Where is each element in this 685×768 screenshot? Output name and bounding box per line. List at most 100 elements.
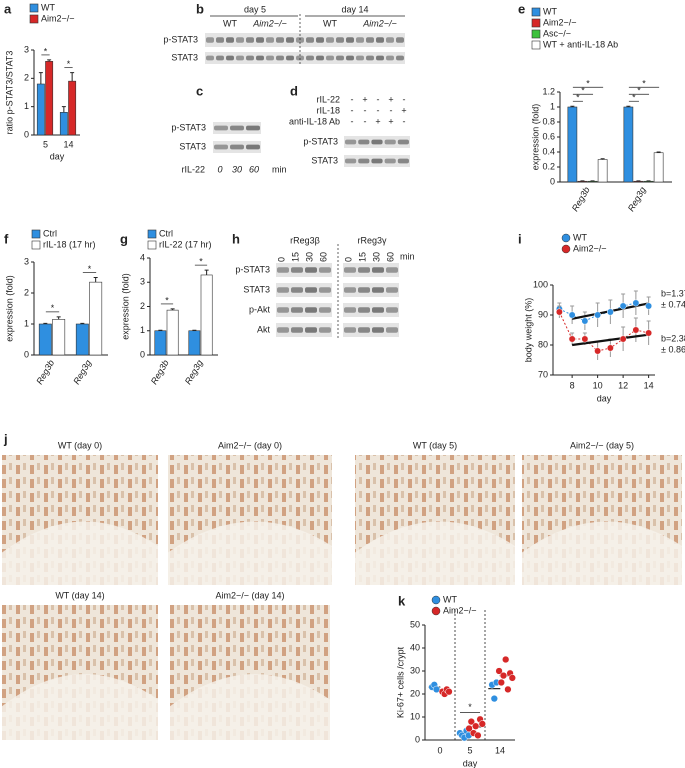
x-tick-label: 5 xyxy=(43,139,48,149)
blot-band xyxy=(344,327,356,333)
blot-band xyxy=(372,307,384,313)
data-point xyxy=(632,326,640,334)
blot-lane: 15 xyxy=(357,252,367,262)
blot-band xyxy=(326,37,334,43)
image-caption: Aim2−/− (day 5) xyxy=(570,440,634,450)
image-caption: Aim2−/− (day 14) xyxy=(215,590,284,600)
blot-band xyxy=(277,327,289,333)
y-tick-label: 2 xyxy=(140,301,145,311)
legend-swatch xyxy=(147,229,157,239)
blot-band xyxy=(306,37,314,43)
blot-band xyxy=(226,55,234,61)
blot-row-label: p-STAT3 xyxy=(171,122,206,132)
image-caption: WT (day 5) xyxy=(413,440,457,450)
x-tick-label: 12 xyxy=(618,380,628,390)
legend-swatch xyxy=(531,29,541,39)
y-tick-label: 0.4 xyxy=(542,146,555,156)
blot-band xyxy=(358,158,370,164)
data-point xyxy=(619,335,627,343)
blot-lane: 60 xyxy=(249,164,259,174)
error-bar xyxy=(38,72,43,84)
data-point xyxy=(465,724,473,733)
slope-annotation: ± 0.86 xyxy=(661,344,685,354)
blot-sign: - xyxy=(377,105,380,115)
blot-band xyxy=(366,55,374,61)
data-point xyxy=(508,674,516,682)
blot-group: rReg3β xyxy=(290,235,320,245)
y-axis-label: ratio p-STAT3/STAT3 xyxy=(4,51,14,135)
blot-band xyxy=(277,287,289,293)
tissue-shadow xyxy=(355,521,515,585)
blot-band xyxy=(358,287,370,293)
blot-condition: anti-IL-18 Ab xyxy=(289,116,340,126)
legend-swatch xyxy=(531,40,541,50)
blot-background xyxy=(343,263,399,277)
blot-band xyxy=(305,307,317,313)
y-tick-label: 0 xyxy=(24,129,29,139)
image-caption: WT (day 14) xyxy=(55,590,104,600)
y-axis-label: expression (fold) xyxy=(530,104,540,171)
slope-annotation: ± 0.74 xyxy=(661,299,685,309)
blot-band xyxy=(326,55,334,61)
legend-label: Ctrl xyxy=(159,228,173,238)
x-tick-label: 0 xyxy=(437,745,442,755)
blot-band xyxy=(246,55,254,61)
blot-band xyxy=(305,327,317,333)
error-bar xyxy=(170,308,175,311)
blot-band xyxy=(336,55,344,61)
blot-sign: + xyxy=(388,116,393,126)
blot-band xyxy=(214,125,228,131)
blot-band xyxy=(386,37,394,43)
blot-lane: 30 xyxy=(371,252,381,262)
blot-band xyxy=(358,327,370,333)
significance-mark: * xyxy=(88,264,92,274)
blot-sign: + xyxy=(375,116,380,126)
error-bar xyxy=(93,277,98,283)
panel-letter: c xyxy=(196,83,203,98)
panel-letter: k xyxy=(398,593,406,608)
blot-band xyxy=(397,158,409,164)
legend-label: WT + anti-IL-18 Ab xyxy=(543,39,618,49)
blot-sign: + xyxy=(388,94,393,104)
panel-letter: f xyxy=(4,231,9,246)
blot-background xyxy=(276,283,332,297)
y-tick-label: 40 xyxy=(410,642,420,652)
blot-band xyxy=(336,37,344,43)
error-bar xyxy=(70,72,75,82)
blot-condition: rIL-18 xyxy=(316,105,340,115)
error-bar xyxy=(56,316,61,320)
fit-line xyxy=(571,333,649,347)
error-bar xyxy=(656,151,661,153)
blot-lane: 0 xyxy=(217,164,222,174)
y-axis-label: expression (fold) xyxy=(120,273,130,340)
blot-band xyxy=(344,287,356,293)
y-tick-label: 30 xyxy=(410,665,420,675)
blot-lane: 0 xyxy=(276,257,286,262)
blot-band xyxy=(372,327,384,333)
legend-label: Asc−/− xyxy=(543,28,571,38)
significance-mark: * xyxy=(468,702,472,712)
bar xyxy=(38,323,52,356)
legend-label: Aim2−/− xyxy=(573,243,607,253)
blot-row-label: STAT3 xyxy=(243,284,270,294)
significance-mark: * xyxy=(586,79,590,89)
legend-label: WT xyxy=(41,2,55,12)
image-caption: Aim2−/− (day 0) xyxy=(218,440,282,450)
blot-band xyxy=(230,144,244,150)
legend-swatch xyxy=(147,240,157,250)
blot-band xyxy=(305,287,317,293)
blot-band xyxy=(291,267,303,273)
panel-letter: b xyxy=(196,1,204,16)
error-bar xyxy=(61,106,66,113)
blot-sign: - xyxy=(351,94,354,104)
blot-lane: 15 xyxy=(290,252,300,262)
blot-band xyxy=(286,37,294,43)
x-tick-label: Reg3b xyxy=(149,358,171,386)
x-tick-label: Reg3g xyxy=(71,358,93,386)
blot-band xyxy=(276,55,284,61)
y-tick-label: 3 xyxy=(140,277,145,287)
blot-band xyxy=(396,55,404,61)
data-point xyxy=(490,694,498,703)
data-point xyxy=(499,671,508,680)
